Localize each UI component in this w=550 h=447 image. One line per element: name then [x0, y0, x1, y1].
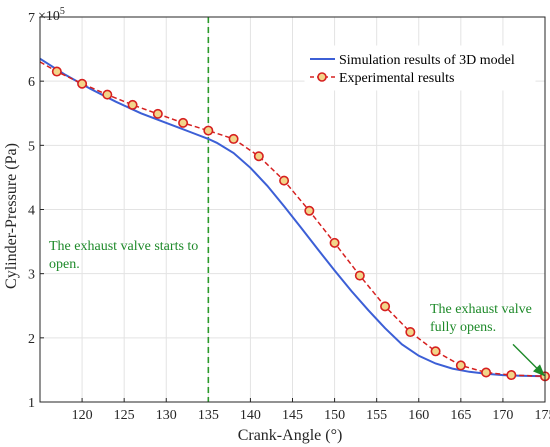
annotation-valve-fully-line2: fully opens.: [430, 320, 496, 335]
y-exponent-base: ×105: [38, 6, 65, 24]
annotation-valve-fully-opens: The exhaust valve fully opens.: [430, 302, 545, 377]
experimental-data-point: [455, 360, 466, 371]
x-tick-label: 160: [408, 408, 429, 423]
experimental-data-point: [329, 237, 340, 248]
y-tick-labels: 1 2 3 4 5 6 7: [28, 11, 35, 411]
experimental-data-point: [178, 117, 189, 128]
x-tick-label: 135: [198, 408, 219, 423]
experimental-data-point: [279, 175, 290, 186]
legend-marker-experimental: [317, 72, 327, 82]
series-markers: [51, 66, 550, 382]
x-tick-label: 175: [535, 408, 550, 423]
y-axis-label: Cylinder-Pressure (Pa): [3, 143, 20, 289]
experimental-data-point: [51, 66, 62, 77]
x-tick-label: 130: [156, 408, 177, 423]
y-tick-label: 4: [28, 204, 35, 219]
x-tick-label: 140: [240, 408, 261, 423]
annotation-valve-starts-line2: open.: [49, 257, 80, 272]
y-tick-label: 6: [28, 75, 35, 90]
x-tick-label: 155: [366, 408, 387, 423]
annotation-arrow: [512, 343, 545, 377]
x-axis-label: Crank-Angle (°): [238, 427, 343, 444]
x-tick-label: 165: [450, 408, 471, 423]
y-tick-label: 1: [28, 396, 35, 411]
experimental-data-point: [127, 99, 138, 110]
x-tick-labels: 120 125 130 135 140 145 150 155 160 165 170 175: [72, 408, 550, 423]
x-tick-label: 125: [114, 408, 135, 423]
arrow-head: [533, 364, 545, 377]
x-tick-label: 170: [492, 408, 513, 423]
y-tick-label: 2: [28, 332, 35, 347]
x-tick-label: 150: [324, 408, 345, 423]
legend-label-simulation: Simulation results of 3D model: [339, 53, 515, 68]
experimental-data-point: [380, 301, 391, 312]
annotation-valve-starts: The exhaust valve starts to open.: [49, 239, 198, 272]
annotation-valve-starts-line1: The exhaust valve starts to: [49, 239, 198, 254]
experimental-data-point: [506, 370, 517, 381]
legend-label-experimental: Experimental results: [339, 71, 454, 86]
experimental-data-point: [77, 78, 88, 89]
x-tick-label: 145: [282, 408, 303, 423]
experimental-data-point: [203, 125, 214, 136]
y-tick-label: 3: [28, 268, 35, 283]
x-tick-label: 120: [72, 408, 93, 423]
experimental-data-point: [405, 327, 416, 338]
y-tick-label: 7: [28, 11, 35, 26]
experimental-data-point: [228, 133, 239, 144]
experimental-data-point: [430, 346, 441, 357]
annotation-valve-fully-line1: The exhaust valve: [430, 302, 532, 317]
experimental-data-point: [253, 151, 264, 162]
plot-frame: [39, 16, 546, 403]
y-tick-label: 5: [28, 139, 35, 154]
legend-box: [304, 45, 536, 91]
experimental-data-point: [354, 270, 365, 281]
experimental-data-point: [481, 367, 492, 378]
legend: Simulation results of 3D model Experimen…: [304, 45, 536, 91]
arrow-shaft: [512, 343, 542, 373]
experimental-data-point: [304, 205, 315, 216]
experimental-data-point: [102, 89, 113, 100]
experimental-data-point: [152, 108, 163, 119]
